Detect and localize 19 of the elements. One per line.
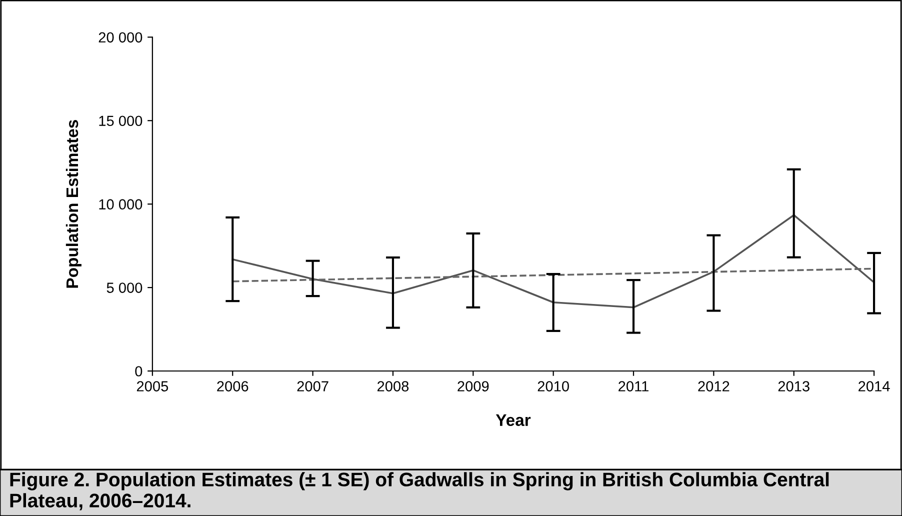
caption: Figure 2. Population Estimates (± 1 SE) of Gadwalls in Spring in British Columbia Central Plateau, 2006–2014. xyxy=(10,472,829,510)
y-tick-label: 15 000 xyxy=(99,116,142,126)
y-tick-label: 5 000 xyxy=(106,282,142,293)
y-tick-label: 20 000 xyxy=(98,32,142,43)
y-tick-label: 0 xyxy=(135,366,142,376)
y-tick-label: 10 000 xyxy=(99,199,142,210)
x-tick-label: 2007 xyxy=(297,381,328,392)
line-series xyxy=(232,214,874,308)
x-tick-label: 2009 xyxy=(458,381,489,392)
x-tick-label: 2011 xyxy=(618,381,648,392)
x-tick-label: 2014 xyxy=(858,381,890,392)
x-axis-title: Year xyxy=(496,414,531,426)
x-tick-label: 2010 xyxy=(538,381,569,392)
x-tick-label: 2008 xyxy=(377,381,409,392)
x-tick-label: 2012 xyxy=(698,381,730,392)
x-tick-label: 2006 xyxy=(217,381,248,392)
x-tick-label: 2013 xyxy=(778,381,810,392)
y-axis-title: Population Estimates xyxy=(66,120,82,288)
x-tick-label: 2005 xyxy=(136,381,168,392)
